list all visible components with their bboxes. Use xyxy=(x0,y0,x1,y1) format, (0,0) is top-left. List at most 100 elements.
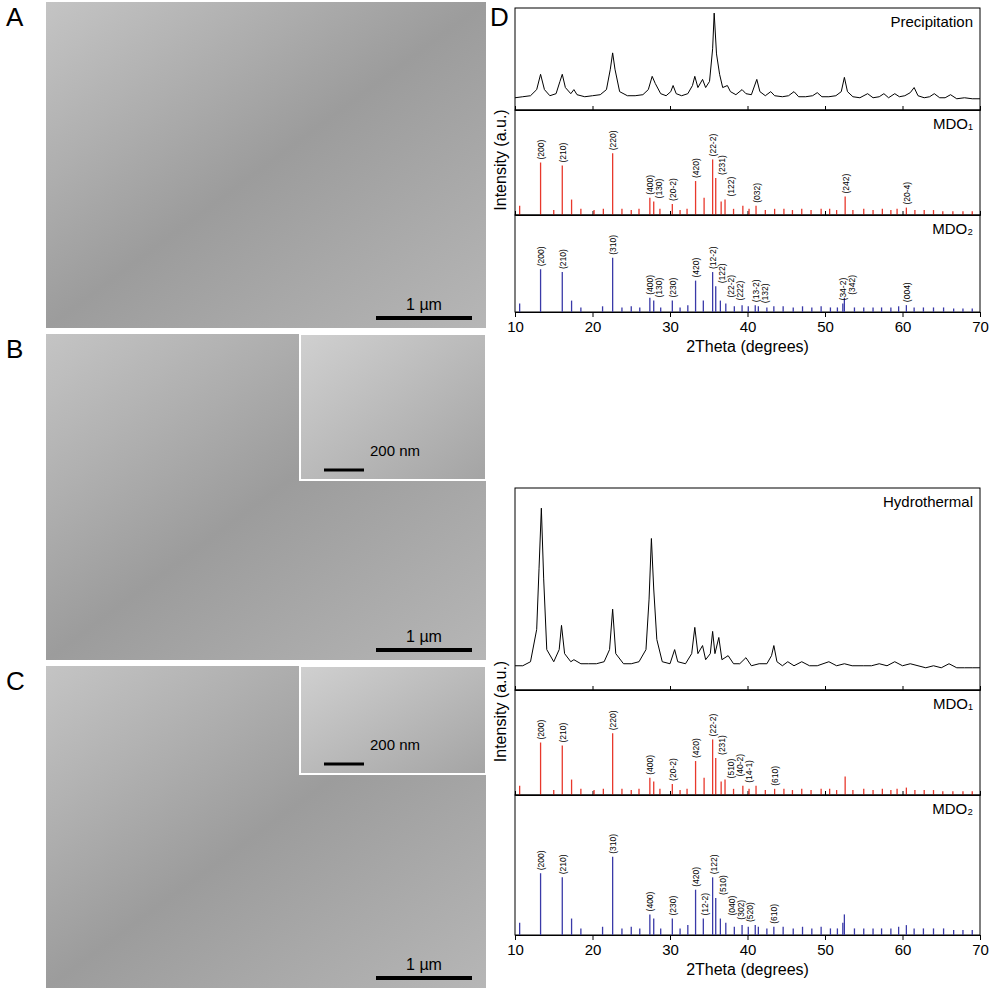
x-tick xyxy=(515,106,516,110)
inset-scale-bar xyxy=(324,763,364,766)
x-tick-mark xyxy=(748,935,749,940)
series-name: MDO₂ xyxy=(932,220,973,237)
xrd-panel: 102030405060702Theta (degrees)MDO₂(200)(… xyxy=(507,215,989,355)
reference-peak xyxy=(792,790,793,795)
reference-peak xyxy=(733,789,734,795)
x-tick xyxy=(593,686,594,690)
reference-peak xyxy=(519,303,520,312)
reference-peak xyxy=(660,928,661,935)
x-tick: 60 xyxy=(895,935,912,958)
reference-peak xyxy=(631,306,632,312)
hkl-label: (210) xyxy=(558,143,568,163)
x-tick: 10 xyxy=(507,312,524,335)
reference-peak xyxy=(695,281,696,312)
hkl-label: (200) xyxy=(536,850,546,870)
reference-peak xyxy=(672,784,673,795)
x-tick-mark xyxy=(903,106,904,110)
reference-peak xyxy=(562,166,563,215)
x-tick: 40 xyxy=(740,935,757,958)
hkl-label: (310) xyxy=(608,235,618,255)
reference-peak xyxy=(621,928,622,935)
reference-peak xyxy=(765,210,766,215)
x-tick xyxy=(825,791,826,795)
reference-peak xyxy=(774,789,775,795)
reference-peak xyxy=(649,198,650,215)
reference-peak xyxy=(638,789,639,795)
plot-frame xyxy=(515,795,980,935)
reference-peak xyxy=(540,163,541,216)
reference-peak xyxy=(842,923,843,935)
x-tick-mark xyxy=(825,106,826,110)
x-tick-label: 50 xyxy=(817,318,834,335)
reference-peak xyxy=(829,209,830,215)
xrd-panel: 102030405060702Theta (degrees)MDO₂(200)(… xyxy=(507,795,989,978)
x-tick: 60 xyxy=(895,312,912,335)
x-tick-mark xyxy=(748,791,749,795)
reference-peak xyxy=(742,786,743,795)
reference-peak xyxy=(755,305,756,312)
reference-peak xyxy=(672,919,673,935)
x-tick-mark xyxy=(980,312,981,317)
reference-peak xyxy=(793,307,794,312)
reference-peak xyxy=(562,877,563,935)
hkl-label: (222) xyxy=(735,280,745,300)
reference-peak xyxy=(837,307,838,312)
marks xyxy=(515,13,980,99)
reference-peak xyxy=(631,790,632,795)
x-tick-mark xyxy=(593,686,594,690)
reference-peak xyxy=(748,306,749,312)
x-tick xyxy=(670,686,671,690)
reference-peak xyxy=(872,210,873,215)
x-tick xyxy=(748,211,749,215)
reference-peak xyxy=(820,927,821,935)
x-tick: 50 xyxy=(817,312,834,335)
reference-peak xyxy=(612,733,613,795)
scale-bar xyxy=(376,316,472,320)
reference-peak xyxy=(715,758,716,795)
reference-peak xyxy=(829,789,830,795)
sem-image xyxy=(46,666,486,988)
x-tick-label: 40 xyxy=(740,941,757,958)
reference-peak xyxy=(972,930,973,935)
reference-peak xyxy=(686,789,687,795)
reference-peak xyxy=(733,209,734,215)
x-tick-mark xyxy=(670,312,671,317)
x-tick xyxy=(825,211,826,215)
reference-peak xyxy=(872,790,873,795)
reference-peak xyxy=(631,210,632,215)
reference-peak xyxy=(653,781,654,795)
reference-peak xyxy=(660,307,661,312)
reference-peak xyxy=(687,305,688,312)
reference-peak xyxy=(724,200,725,215)
x-tick-mark xyxy=(670,106,671,110)
x-tick-label: 60 xyxy=(895,318,912,335)
reference-peak xyxy=(580,928,581,935)
reference-peak xyxy=(679,210,680,215)
x-tick xyxy=(748,791,749,795)
reference-peak xyxy=(836,790,837,795)
reference-peak xyxy=(672,301,673,312)
reference-peak xyxy=(952,791,953,795)
reference-peak xyxy=(758,306,759,312)
reference-peak xyxy=(896,789,897,795)
sem-image xyxy=(46,334,486,660)
reference-peak xyxy=(721,201,722,215)
xrd-panel: Intensity (a.u.)MDO₁(200)(210)(220)(400)… xyxy=(492,109,981,215)
y-axis-title: Intensity (a.u.) xyxy=(492,661,509,762)
reference-peak xyxy=(659,209,660,215)
hkl-label: (510) xyxy=(718,875,728,895)
x-tick xyxy=(903,106,904,110)
reference-peak xyxy=(890,210,891,215)
series-name: MDO₁ xyxy=(933,115,973,132)
reference-peak xyxy=(906,208,907,215)
figure: A1 µmB1 µm200 nmC1 µm200 nmDPrecipitatio… xyxy=(0,0,997,992)
hkl-label: (420) xyxy=(691,867,701,887)
reference-peak xyxy=(783,209,784,215)
scale-bar xyxy=(376,648,472,652)
hkl-label: (420) xyxy=(691,258,701,278)
x-tick-label: 30 xyxy=(662,318,679,335)
x-tick-label: 30 xyxy=(662,941,679,958)
reference-peak xyxy=(863,928,864,935)
reference-peak xyxy=(712,159,713,215)
hkl-label: (231) xyxy=(717,155,727,175)
